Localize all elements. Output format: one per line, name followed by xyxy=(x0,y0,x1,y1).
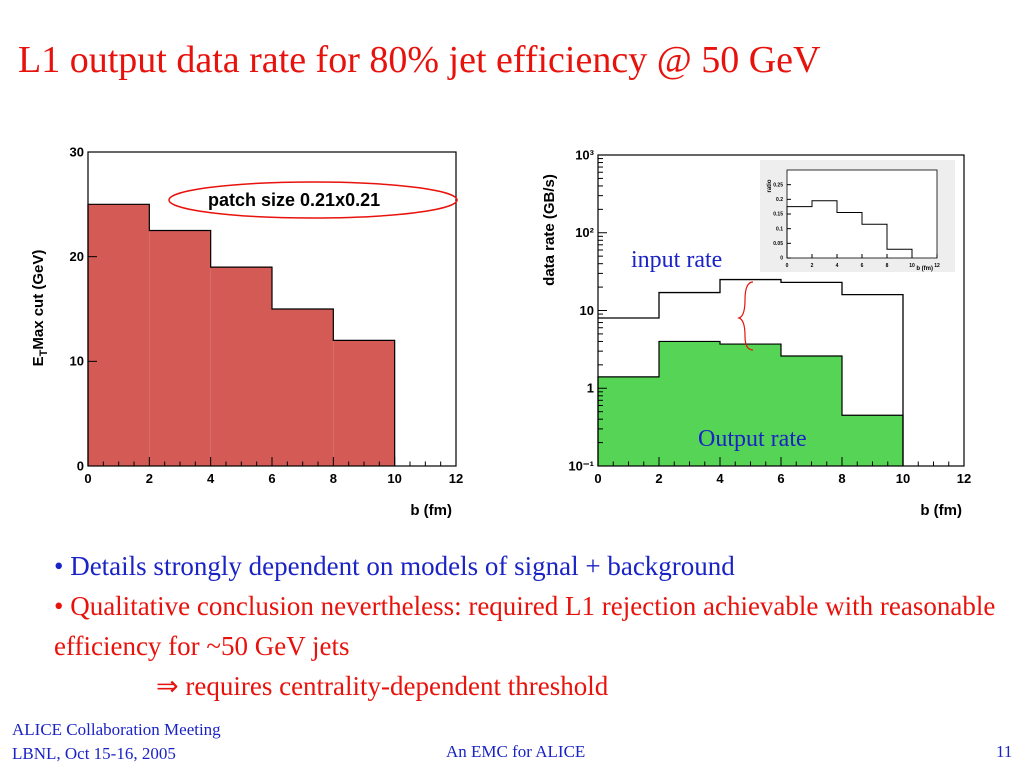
footer-meeting-name: ALICE Collaboration Meeting xyxy=(12,720,221,739)
inset-x-tick-label: 0 xyxy=(786,263,789,269)
left-x-tick-label: 12 xyxy=(449,471,463,486)
right-y-tick-label: 10² xyxy=(575,225,594,240)
etmax-cut-chart-svg: 0 2 4 6 8 10 12 0 10 20 30 patch size 0.21x0.21 b … xyxy=(30,144,463,519)
left-x-tick-label: 6 xyxy=(268,471,275,486)
inset-y-tick-label: 0 xyxy=(780,256,783,262)
slide-title: L1 output data rate for 80% jet efficien… xyxy=(18,39,821,81)
footer-meeting-date: LBNL, Oct 15-16, 2005 xyxy=(12,744,176,763)
inset-y-axis-label: ratio xyxy=(767,179,773,192)
data-rate-chart: 0 2 4 6 8 10 12 10⁻¹ 1 10 10² 10³ input rate Output… xyxy=(520,130,1000,530)
footer-meeting: ALICE Collaboration Meeting LBNL, Oct 15… xyxy=(12,718,221,766)
right-x-tick-label: 2 xyxy=(655,471,662,486)
output-rate-outline xyxy=(597,340,904,466)
rate-brace xyxy=(737,281,754,351)
left-x-axis-label: b (fm) xyxy=(410,502,452,519)
left-y-tick-label: 20 xyxy=(70,249,84,264)
left-x-tick-label: 0 xyxy=(84,471,91,486)
input-rate-line xyxy=(598,278,904,466)
bullet-item-sub: ⇒ requires centrality-dependent threshol… xyxy=(156,671,609,701)
inset-y-tick-label: 0.1 xyxy=(776,226,783,232)
inset-x-tick-label: 8 xyxy=(886,263,889,269)
left-x-tick-label: 8 xyxy=(330,471,337,486)
bullet-list: • Details strongly dependent on models o… xyxy=(54,546,1024,706)
inset-x-tick-label: 12 xyxy=(934,263,940,269)
right-y-axis-label: data rate (GB/s) xyxy=(541,174,558,286)
right-x-axis-label: b (fm) xyxy=(920,502,962,519)
right-x-tick-label: 10 xyxy=(896,471,910,486)
output-rate-bar xyxy=(842,415,903,466)
left-y-tick-label: 10 xyxy=(70,354,84,369)
inset-y-tick-label: 0.25 xyxy=(773,182,783,188)
inset-y-tick-label: 0.15 xyxy=(773,212,783,218)
right-x-tick-label: 4 xyxy=(716,471,724,486)
ratio-inset: 0 2 4 6 8 10 12 0 0.05 0.1 0.15 0.2 0.25 ratio b (fm… xyxy=(760,160,955,272)
inset-x-tick-label: 10 xyxy=(909,263,915,269)
patch-size-label: patch size 0.21x0.21 xyxy=(208,190,380,210)
inset-x-tick-label: 6 xyxy=(861,263,864,269)
right-x-tick-label: 6 xyxy=(777,471,784,486)
inset-y-tick-label: 0.05 xyxy=(773,241,783,247)
input-rate-label: input rate xyxy=(631,247,722,273)
output-rate-bar xyxy=(781,355,842,466)
left-y-tick-label: 30 xyxy=(70,144,84,159)
output-rate-label: Output rate xyxy=(698,426,807,452)
page-number: 11 xyxy=(996,742,1013,761)
left-histogram-bar xyxy=(88,204,150,466)
left-histogram-bar xyxy=(149,230,211,466)
footer-title: An EMC for ALICE xyxy=(446,742,586,761)
left-y-axis-label: ETMax cut (GeV) xyxy=(30,250,50,367)
left-histogram-bar xyxy=(272,309,334,466)
inset-y-tick-label: 0.2 xyxy=(776,197,783,203)
right-y-tick-label: 1 xyxy=(587,381,594,396)
inset-x-tick-label: 4 xyxy=(836,263,839,269)
left-histogram-bar xyxy=(210,267,272,466)
data-rate-chart-svg: 0 2 4 6 8 10 12 10⁻¹ 1 10 10² 10³ input rate Output… xyxy=(541,147,971,519)
inset-ratio-histogram xyxy=(786,200,913,258)
right-x-tick-label: 8 xyxy=(838,471,845,486)
bullet-item: • Qualitative conclusion nevertheless: r… xyxy=(54,591,996,661)
output-rate-bar xyxy=(659,341,720,466)
right-y-tick-label: 10⁻¹ xyxy=(568,458,594,473)
inset-x-axis-label: b (fm) xyxy=(916,266,933,272)
right-y-tick-label: 10 xyxy=(580,303,594,318)
output-rate-bar xyxy=(720,344,781,466)
right-y-tick-label: 10³ xyxy=(575,147,594,162)
left-x-tick-label: 4 xyxy=(207,471,215,486)
left-histogram-outline xyxy=(87,203,396,466)
right-x-tick-label: 12 xyxy=(957,471,971,486)
right-x-tick-label: 0 xyxy=(594,471,601,486)
inset-x-tick-label: 2 xyxy=(811,263,814,269)
bullet-item: • Details strongly dependent on models o… xyxy=(54,551,735,581)
patch-size-ellipse xyxy=(168,181,458,219)
output-rate-bar xyxy=(598,376,659,466)
left-y-tick-label: 0 xyxy=(77,458,84,473)
left-x-tick-label: 10 xyxy=(387,471,401,486)
left-x-tick-label: 2 xyxy=(146,471,153,486)
etmax-cut-chart: 0 2 4 6 8 10 12 0 10 20 30 patch size 0.21x0.21 b … xyxy=(0,130,480,530)
left-histogram-bar xyxy=(333,340,395,466)
